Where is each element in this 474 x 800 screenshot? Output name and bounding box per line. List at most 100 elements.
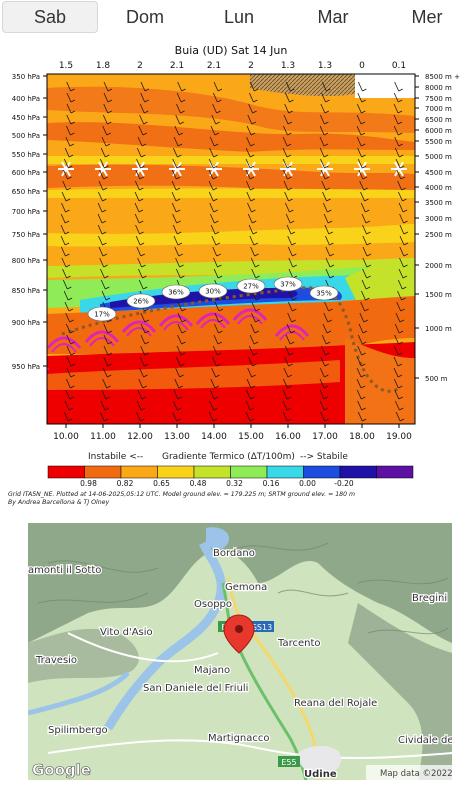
- wind-barb: [395, 158, 401, 169]
- wind-barb-flag: [289, 209, 294, 213]
- wind-barb: [319, 125, 325, 136]
- tab-sab[interactable]: Sab: [2, 1, 98, 33]
- wind-barb: [177, 334, 182, 345]
- wind-barb-flag: [212, 187, 218, 191]
- wind-barb-flag: [250, 396, 255, 400]
- wind-barb-flag: [144, 341, 150, 345]
- wind-barb-flag: [399, 418, 405, 422]
- cloud-arc-inner: [279, 331, 305, 341]
- wind-barb: [325, 257, 331, 268]
- wind-barb: [210, 378, 216, 389]
- wind-barb: [397, 180, 403, 191]
- wind-barb-flag: [361, 396, 366, 400]
- wind-barb-flag: [140, 165, 145, 169]
- wind-barb-flag: [287, 121, 293, 125]
- wind-barb-flag: [323, 154, 329, 158]
- top-value: 2: [137, 61, 143, 71]
- wind-barb: [102, 367, 108, 378]
- wind-barb: [393, 125, 399, 136]
- wind-barb-flag: [104, 165, 109, 169]
- wind-barb: [63, 169, 68, 180]
- shield-ss13-label: SS13: [252, 623, 272, 632]
- wind-barb-flag: [252, 363, 257, 367]
- wind-barb: [394, 136, 400, 147]
- legend-value: -0.20: [334, 479, 354, 488]
- wind-barb: [177, 312, 183, 323]
- wind-barb-flag: [214, 231, 220, 235]
- pressure-tick-label: 650 hPa: [12, 188, 40, 196]
- wind-barb: [357, 92, 363, 103]
- wind-barb-flag: [142, 132, 148, 136]
- wind-barb-flag: [324, 363, 329, 367]
- cloud-arc-inner: [237, 315, 263, 325]
- wind-barb-flag: [362, 330, 368, 334]
- wind-barb-flag: [178, 385, 183, 389]
- legend-swatch: [266, 465, 304, 479]
- wind-barb: [65, 378, 71, 389]
- label-tarcento: Tarcento: [277, 638, 321, 649]
- wind-barb: [97, 224, 103, 235]
- wind-barb: [393, 378, 399, 389]
- pressure-tick-label: 600 hPa: [12, 169, 40, 177]
- wind-barb: [210, 125, 216, 136]
- wind-barb-flag: [67, 297, 73, 301]
- wind-barb: [171, 169, 177, 180]
- wind-barb: [249, 235, 255, 246]
- wind-barb-flag: [250, 187, 255, 191]
- wind-barb-flag: [398, 385, 403, 389]
- wind-barb-flag: [400, 176, 406, 180]
- tab-mar[interactable]: Mar: [317, 6, 349, 27]
- location-pin-icon[interactable]: [223, 614, 255, 654]
- wind-barb-flag: [65, 264, 71, 268]
- wind-barb: [172, 400, 178, 411]
- altitude-tick-label: 7000 m: [425, 105, 452, 113]
- time-tick-label: 10.00: [53, 432, 79, 442]
- wind-barb: [175, 257, 180, 268]
- wind-barb-flag: [105, 396, 111, 400]
- wind-barb: [393, 114, 399, 125]
- wind-barb-flag: [361, 143, 366, 147]
- wind-barb-flag: [177, 231, 182, 235]
- pressure-tick-label: 400 hPa: [12, 95, 40, 103]
- wind-barb-flag: [398, 341, 403, 345]
- wind-barb-flag: [179, 374, 184, 378]
- pressure-tick-label: 700 hPa: [12, 208, 40, 216]
- wind-barb-flag: [181, 341, 186, 345]
- wind-barb: [101, 290, 107, 301]
- tab-mer[interactable]: Mer: [411, 6, 443, 27]
- wind-barb-flag: [290, 330, 296, 334]
- wind-barb: [319, 136, 325, 147]
- wind-barb-flag: [180, 363, 185, 367]
- shield-e55-south: [278, 756, 300, 767]
- wind-barb-flag: [175, 198, 181, 202]
- wind-barb: [140, 312, 146, 323]
- wind-barb-flag: [217, 264, 222, 268]
- wind-barb-flag: [139, 187, 144, 191]
- plot-frame: [46, 73, 416, 425]
- band-yellow-1: [47, 156, 415, 164]
- cloud-percent: 37%: [280, 281, 296, 289]
- wind-barb-flag: [144, 319, 150, 323]
- wind-barb-flag: [68, 308, 74, 312]
- wind-barb: [140, 334, 146, 345]
- wind-barb: [356, 389, 362, 400]
- wind-barb-flag: [213, 407, 218, 411]
- mountains-east: [348, 603, 452, 780]
- wind-barb-flag: [104, 418, 109, 422]
- label-travesio: Travesio: [35, 655, 77, 666]
- wind-barb: [320, 114, 325, 125]
- tab-lun[interactable]: Lun: [223, 6, 255, 27]
- wind-barb: [212, 103, 217, 114]
- wind-barb-flag: [361, 352, 366, 356]
- river-tagliamento: [104, 540, 226, 731]
- wind-barb: [138, 279, 144, 290]
- tab-dom[interactable]: Dom: [125, 6, 164, 27]
- map-svg[interactable]: E55 SS13 E55 Bordano Gemona Osoppo Tarce…: [28, 523, 452, 780]
- pressure-axis: 350 hPa 400 hPa 450 hPa 500 hPa 550 hPa 600 h…: [12, 73, 47, 371]
- location-map[interactable]: E55 SS13 E55 Bordano Gemona Osoppo Tarce…: [28, 523, 452, 780]
- wind-barb-flag: [176, 418, 181, 422]
- wind-barb-flag: [286, 165, 292, 169]
- cloud-percent: 27%: [243, 283, 259, 291]
- wind-barb-flag: [216, 253, 221, 257]
- wind-barb-flag: [287, 374, 293, 378]
